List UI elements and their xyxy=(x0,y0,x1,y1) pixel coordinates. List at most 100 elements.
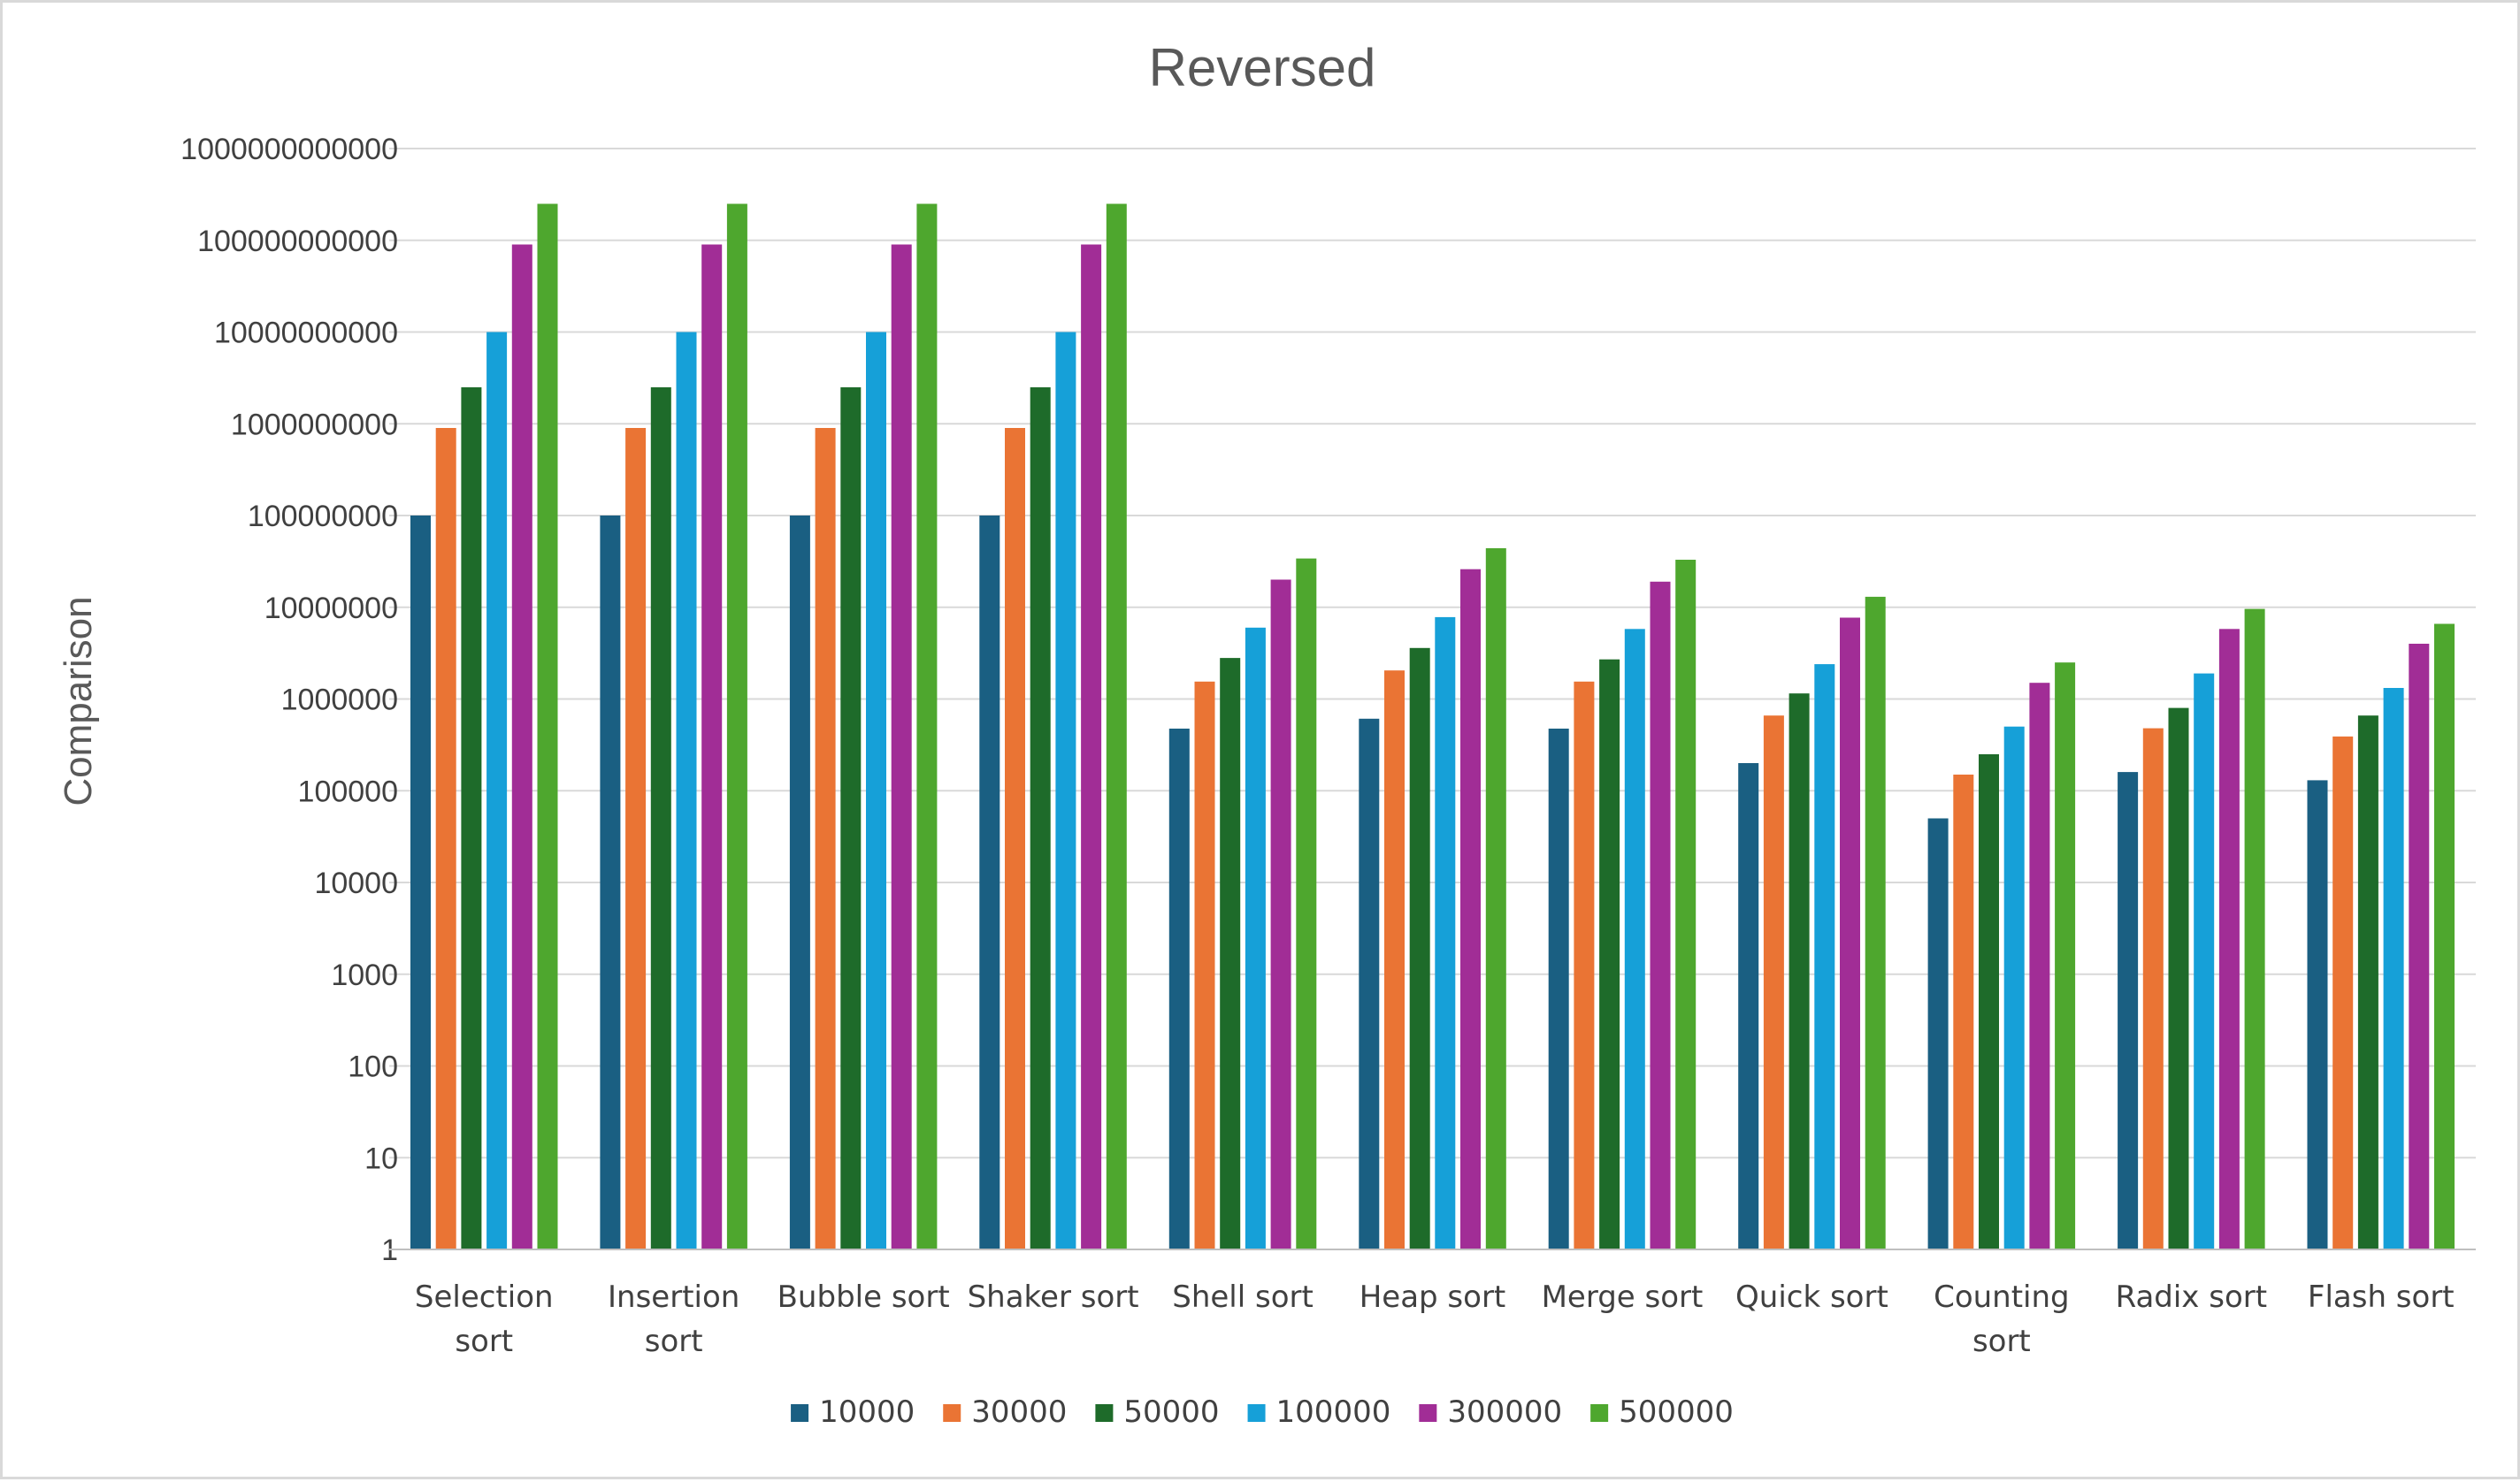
y-tick-label: 100000 xyxy=(298,775,398,808)
x-category-label: Merge sort xyxy=(1542,1280,1704,1315)
chart-title: Reversed xyxy=(1149,38,1376,97)
bar xyxy=(2118,772,2139,1249)
bars xyxy=(410,203,2455,1249)
bar xyxy=(600,516,621,1249)
bar xyxy=(2244,608,2265,1249)
x-category-label: Radix sort xyxy=(2116,1280,2268,1315)
bar xyxy=(701,244,723,1249)
y-axis-title: Comparison xyxy=(57,596,100,806)
bar xyxy=(1599,659,1620,1249)
y-tick-label: 1000000000 xyxy=(231,408,398,441)
bar xyxy=(1435,616,1456,1249)
bar xyxy=(2332,736,2354,1249)
bar xyxy=(435,428,456,1249)
bar xyxy=(2383,688,2404,1249)
bar xyxy=(979,516,1000,1249)
bar xyxy=(2142,728,2164,1249)
y-tick-label: 100000000000 xyxy=(197,225,398,258)
bar xyxy=(1953,775,1974,1249)
bar xyxy=(1270,579,1291,1249)
bar xyxy=(2409,644,2430,1249)
bar xyxy=(840,387,862,1249)
bar xyxy=(726,203,747,1249)
legend-item[interactable]: 500000 xyxy=(1590,1394,1734,1430)
bar xyxy=(1245,627,1266,1249)
legend-swatch xyxy=(943,1404,961,1422)
y-axis-ticks: 1101001000100001000001000000100000001000… xyxy=(180,133,398,1267)
x-category-label: Selection sort xyxy=(415,1280,554,1359)
bar xyxy=(1081,244,1102,1249)
bar xyxy=(2194,673,2215,1249)
bar xyxy=(1624,629,1645,1249)
bar xyxy=(1650,581,1671,1249)
x-axis-categories: Selection sort Insertion sort Bubble sort Sha… xyxy=(415,1280,2455,1359)
y-tick-label: 10000000000 xyxy=(214,317,398,350)
legend-item[interactable]: 100000 xyxy=(1247,1394,1391,1430)
bar xyxy=(1789,693,1810,1249)
bar xyxy=(1220,658,1241,1249)
legend-label: 100000 xyxy=(1276,1394,1391,1430)
legend-swatch xyxy=(1590,1404,1609,1422)
bar xyxy=(1865,596,1886,1249)
bar xyxy=(2029,683,2050,1249)
y-tick-label: 1000000 xyxy=(281,684,398,717)
bar xyxy=(2003,726,2025,1249)
bar xyxy=(2307,780,2328,1249)
legend-item[interactable]: 10000 xyxy=(791,1394,915,1430)
bar xyxy=(789,516,810,1249)
legend-label: 300000 xyxy=(1447,1394,1562,1430)
bar xyxy=(1927,818,1949,1249)
bar xyxy=(650,387,671,1249)
bar xyxy=(2218,629,2240,1249)
bar xyxy=(1979,754,1999,1249)
bar xyxy=(1296,558,1317,1249)
bar xyxy=(1548,729,1569,1249)
legend-label: 10000 xyxy=(819,1394,915,1430)
bar xyxy=(1409,647,1430,1249)
bar xyxy=(1814,664,1835,1249)
bar xyxy=(1384,670,1405,1249)
bar xyxy=(1055,332,1076,1249)
legend-item[interactable]: 30000 xyxy=(943,1394,1067,1430)
x-category-label: Bubble sort xyxy=(777,1280,950,1315)
bar xyxy=(676,332,697,1249)
legend-swatch xyxy=(1095,1404,1114,1422)
y-tick-label: 1000 xyxy=(331,959,398,992)
bar xyxy=(1485,548,1506,1249)
y-tick-label: 1000000000000 xyxy=(180,133,398,166)
bar xyxy=(1763,715,1784,1249)
bar xyxy=(916,203,938,1249)
legend[interactable]: 10000 30000 50000 100000 300000 500000 xyxy=(791,1394,1734,1430)
x-category-label: Shell sort xyxy=(1172,1280,1314,1315)
bar xyxy=(1359,718,1380,1249)
y-tick-label: 10 xyxy=(364,1142,398,1175)
legend-item[interactable]: 300000 xyxy=(1419,1394,1562,1430)
y-tick-label: 10000 xyxy=(314,867,398,900)
bar xyxy=(2357,715,2378,1249)
bar xyxy=(2055,662,2076,1249)
bar xyxy=(486,332,508,1249)
legend-swatch xyxy=(1247,1404,1266,1422)
legend-label: 30000 xyxy=(971,1394,1067,1430)
bar xyxy=(1030,387,1051,1249)
x-category-label: Insertion sort xyxy=(608,1280,739,1359)
legend-label: 50000 xyxy=(1123,1394,1219,1430)
bar xyxy=(1194,681,1215,1249)
x-category-label: Quick sort xyxy=(1735,1280,1888,1315)
bar xyxy=(461,387,482,1249)
bar xyxy=(1574,681,1595,1249)
x-category-label: Heap sort xyxy=(1360,1280,1506,1315)
y-tick-label: 10000000 xyxy=(264,592,398,625)
x-category-label: Flash sort xyxy=(2308,1280,2455,1315)
bar xyxy=(1168,729,1190,1249)
bar xyxy=(866,332,886,1249)
legend-label: 500000 xyxy=(1619,1394,1734,1430)
legend-swatch xyxy=(791,1404,809,1422)
legend-item[interactable]: 50000 xyxy=(1095,1394,1220,1430)
bar xyxy=(1005,428,1025,1249)
bar xyxy=(410,516,431,1249)
bar xyxy=(2434,623,2455,1249)
x-category-label: Shaker sort xyxy=(968,1280,1139,1315)
bar xyxy=(1738,763,1759,1249)
